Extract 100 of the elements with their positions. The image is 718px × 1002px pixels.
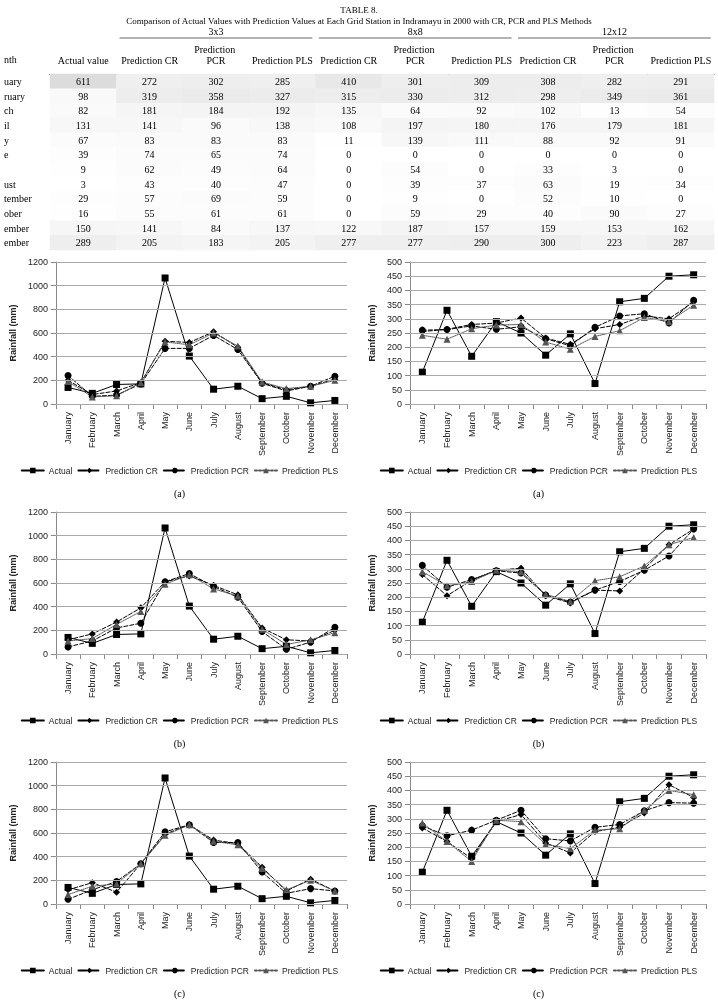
data-label: 11 xyxy=(343,134,354,146)
data-label: 69 xyxy=(211,193,221,205)
data-label: 183 xyxy=(208,237,224,249)
y-tick-label: 200 xyxy=(32,625,48,636)
x-tick-label: March xyxy=(466,412,477,438)
legend-label: Actual xyxy=(48,965,73,976)
data-label: 137 xyxy=(274,222,290,234)
data-label: 61 xyxy=(277,207,288,219)
data-label: 291 xyxy=(673,75,689,87)
x-tick-label: April xyxy=(135,412,146,431)
data-label: 327 xyxy=(274,90,290,102)
y-tick-label: 0 xyxy=(42,649,48,659)
data-label: 0 xyxy=(479,163,485,175)
y-tick-label: ember xyxy=(4,237,30,249)
y-tick-label: 250 xyxy=(386,328,402,338)
data-label: 91 xyxy=(675,134,686,146)
data-label: 29 xyxy=(476,207,487,219)
data-label: 29 xyxy=(78,193,89,205)
data-label: 0 xyxy=(346,163,352,175)
x-tick-label: May xyxy=(160,911,171,930)
x-tick-label: January xyxy=(63,411,74,445)
data-label: 153 xyxy=(606,222,622,234)
x-tick-label: August xyxy=(232,661,243,691)
legend-label: Prediction PLS xyxy=(640,465,698,476)
y-tick-label: 0 xyxy=(396,399,402,409)
legend-label: Prediction PCR xyxy=(190,965,249,976)
legend-label: Prediction CR xyxy=(464,465,517,476)
data-label: 205 xyxy=(274,237,290,249)
x-tick-label: August xyxy=(232,911,243,941)
chart-subtitle: Comparison of Actual Values with Prediction Values at Each Grid Station in Indramayu in 2000 with CR, PCR and PLS Methods xyxy=(126,15,593,26)
data-label: 61 xyxy=(211,207,221,219)
y-tick-label: y xyxy=(4,134,9,146)
y-tick-label: 1200 xyxy=(27,257,48,267)
text: (b) xyxy=(173,737,186,750)
legend-label: Prediction PCR xyxy=(549,465,608,476)
data-label: 315 xyxy=(341,90,357,102)
data-label: 54 xyxy=(675,105,686,117)
data-label: 179 xyxy=(606,119,622,131)
data-label: 9 xyxy=(412,193,418,205)
data-label: 0 xyxy=(346,178,352,190)
legend-label: Prediction PCR xyxy=(549,965,608,976)
legend-label: Actual xyxy=(407,965,432,976)
x-tick-label: June xyxy=(184,912,195,932)
data-label: 410 xyxy=(341,75,357,87)
data-label: 54 xyxy=(410,163,421,175)
y-tick-label: 350 xyxy=(386,799,402,810)
data-label: 0 xyxy=(346,207,352,219)
y-tick-label: uary xyxy=(4,75,22,87)
y-tick-label: 350 xyxy=(386,549,402,560)
y-tick-label: 150 xyxy=(386,856,402,867)
x-tick-label: September xyxy=(257,912,268,957)
x-tick-label: May xyxy=(516,411,526,430)
data-label: 0 xyxy=(545,149,551,161)
y-tick-label: 200 xyxy=(32,375,48,386)
y-tick-label: 0 xyxy=(396,899,402,909)
data-label: 96 xyxy=(211,119,221,131)
data-label: 13 xyxy=(609,105,620,117)
data-label: 277 xyxy=(407,237,423,249)
y-tick-label: 50 xyxy=(391,634,402,645)
data-label: 52 xyxy=(543,193,553,205)
y-tick-label: il xyxy=(4,119,10,131)
x-tick-label: July xyxy=(208,661,219,679)
x-tick-label: June xyxy=(540,412,551,432)
data-label: 282 xyxy=(606,75,622,87)
y-tick-label: 800 xyxy=(32,304,48,315)
x-tick-label: November xyxy=(664,912,674,954)
x-tick-label: November xyxy=(305,912,316,954)
y-tick-label: 250 xyxy=(386,578,402,588)
data-label: 83 xyxy=(144,134,155,146)
data-label: 39 xyxy=(410,178,421,190)
x-tick-label: March xyxy=(111,662,122,688)
y-tick-label: 250 xyxy=(386,828,402,838)
data-label: 0 xyxy=(479,149,485,161)
data-label: 301 xyxy=(407,75,423,87)
data-label: 0 xyxy=(479,193,485,205)
y-tick-label: 200 xyxy=(32,875,48,886)
x-tick-label: April xyxy=(491,412,502,431)
data-label: 33 xyxy=(543,163,553,175)
x-tick-label: February xyxy=(442,411,452,449)
data-label: 159 xyxy=(540,222,556,234)
data-label: 309 xyxy=(474,75,490,87)
legend-label: Prediction CR xyxy=(105,465,158,476)
legend-label: Prediction CR xyxy=(105,965,158,976)
y-tick-label: 200 xyxy=(386,842,402,853)
y-tick-label: 200 xyxy=(386,592,402,603)
data-label: 157 xyxy=(474,222,490,234)
x-tick-label: September xyxy=(614,412,625,457)
x-tick-label: July xyxy=(565,661,576,679)
x-tick-label: Prediction CR xyxy=(320,55,378,66)
y-tick-label: 450 xyxy=(386,771,402,782)
y-axis-title: Rainfall (mm) xyxy=(366,554,377,612)
data-label: 285 xyxy=(274,75,290,87)
y-tick-label: 1000 xyxy=(27,280,48,291)
data-label: 302 xyxy=(208,75,224,87)
data-label: 141 xyxy=(142,119,158,131)
data-label: 358 xyxy=(208,90,224,102)
y-tick-label: e xyxy=(4,149,9,161)
x-tick-label: July xyxy=(565,911,576,929)
data-label: 63 xyxy=(543,178,553,190)
x-tick-label: March xyxy=(466,912,477,938)
